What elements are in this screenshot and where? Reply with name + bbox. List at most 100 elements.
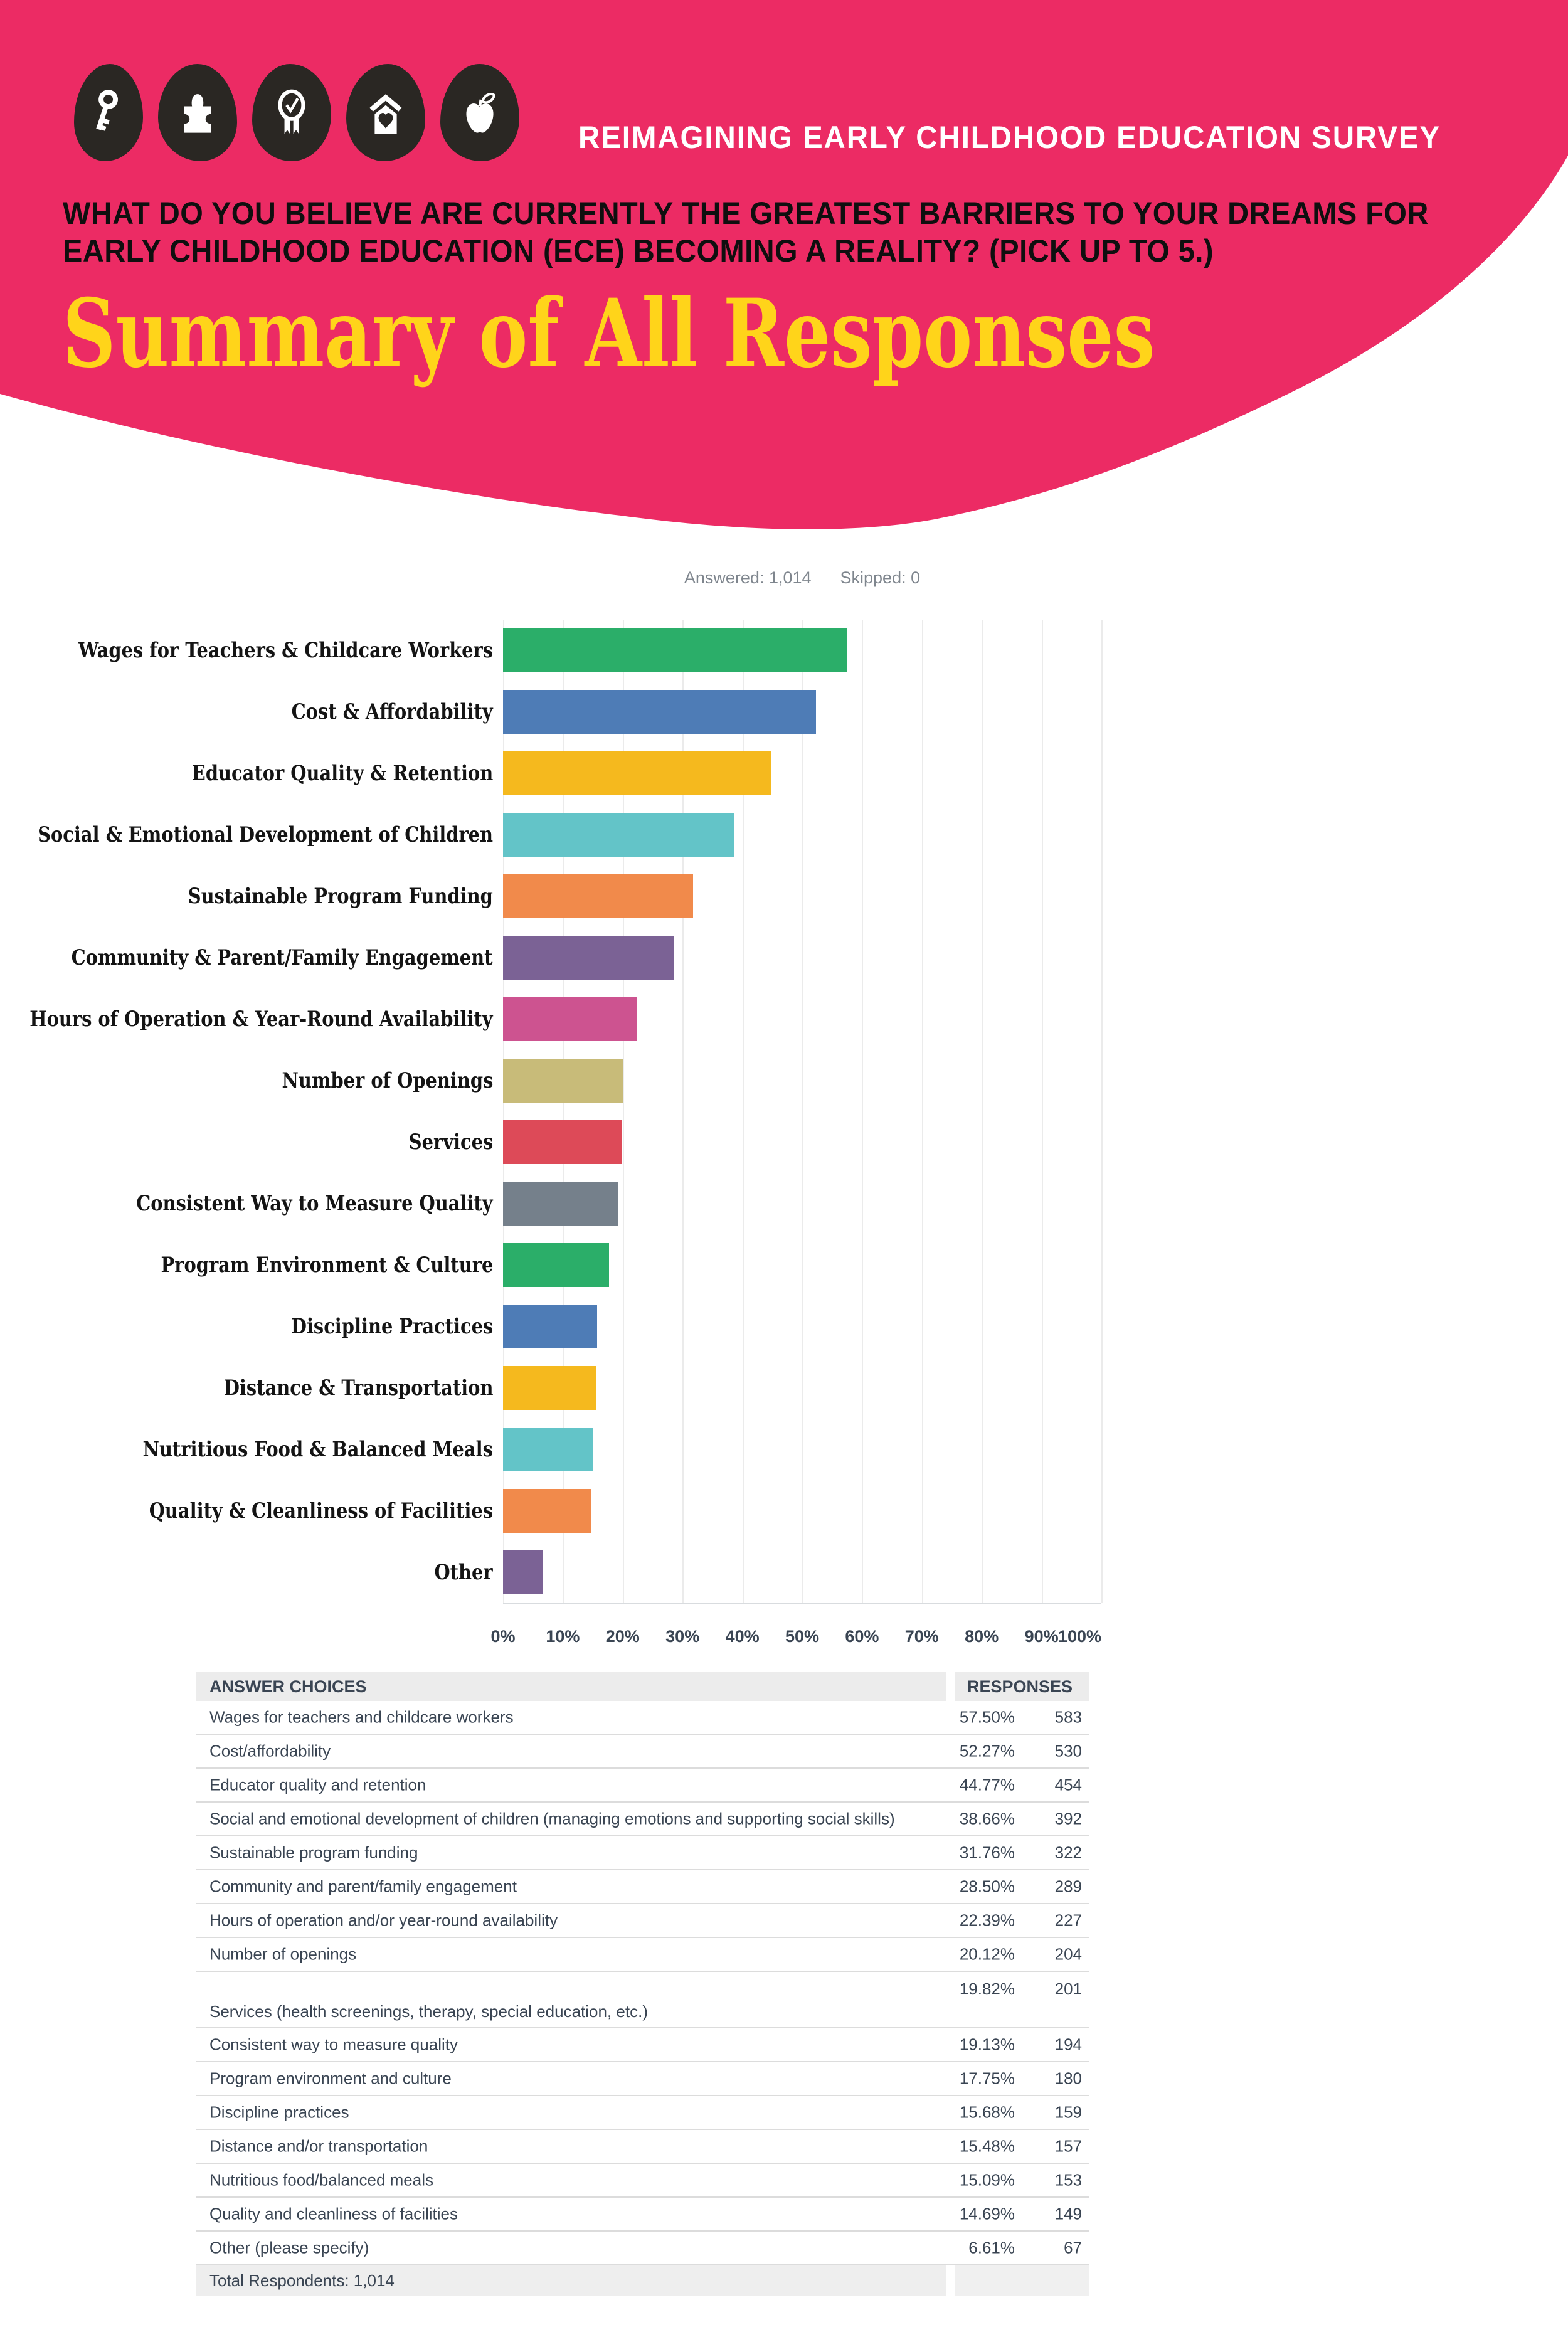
skipped-count: Skipped: 0	[840, 568, 921, 587]
response-count: 227	[1054, 1910, 1082, 1930]
table-row: Other (please specify) 6.61% 67	[196, 2232, 1089, 2265]
response-count: 153	[1054, 2170, 1082, 2190]
chart-bar	[503, 936, 674, 980]
category-label: Other	[0, 1542, 493, 1603]
response-count: 194	[1054, 2035, 1082, 2054]
response-count: 149	[1054, 2204, 1082, 2223]
category-label-text: Distance & Transportation	[223, 1375, 493, 1401]
table-row: Consistent way to measure quality 19.13% 1…	[196, 2028, 1089, 2062]
chart-bar	[503, 1120, 622, 1164]
table-row: Cost/affordability 52.27% 530	[196, 1735, 1089, 1769]
answer-choice-label: Discipline practices	[209, 2102, 349, 2122]
x-axis-tick: 20%	[605, 1627, 640, 1646]
category-label: Number of Openings	[0, 1050, 493, 1111]
x-axis-tick: 70%	[904, 1627, 939, 1646]
response-count: 204	[1054, 1944, 1082, 1964]
x-axis-tick: 100%	[1057, 1627, 1101, 1646]
table-row: Services (health screenings, therapy, sp…	[196, 1972, 1089, 2028]
category-label-text: Sustainable Program Funding	[188, 884, 493, 909]
response-percent: 15.68%	[959, 2102, 1015, 2122]
chart-bar	[503, 1489, 591, 1533]
gridline	[862, 620, 864, 1603]
response-percent: 52.27%	[959, 1741, 1015, 1761]
category-label: Nutritious Food & Balanced Meals	[0, 1419, 493, 1480]
category-label: Social & Emotional Development of Childr…	[0, 804, 493, 866]
response-percent: 57.50%	[959, 1707, 1015, 1727]
category-label: Sustainable Program Funding	[0, 866, 493, 927]
category-label: Discipline Practices	[0, 1296, 493, 1357]
question-heading: WHAT DO YOU BELIEVE ARE CURRENTLY THE GR…	[63, 194, 1516, 270]
response-percent: 14.69%	[959, 2204, 1015, 2223]
category-label: Distance & Transportation	[0, 1357, 493, 1419]
puzzle-icon	[158, 64, 237, 161]
category-label-text: Wages for Teachers & Childcare Workers	[78, 638, 493, 663]
gridline	[921, 620, 923, 1603]
response-percent: 31.76%	[959, 1843, 1015, 1862]
response-percent: 20.12%	[959, 1944, 1015, 1964]
x-axis-tick: 10%	[546, 1627, 580, 1646]
response-count: 322	[1054, 1843, 1082, 1862]
category-label-text: Nutritious Food & Balanced Meals	[142, 1437, 493, 1462]
response-percent: 15.48%	[959, 2136, 1015, 2156]
category-label: Community & Parent/Family Engagement	[0, 927, 493, 988]
answered-count: Answered: 1,014	[684, 568, 812, 587]
table-header-row: ANSWER CHOICES RESPONSES	[196, 1672, 1089, 1701]
chart-bar	[503, 751, 771, 795]
chart-bar	[503, 1550, 543, 1594]
response-percent: 22.39%	[959, 1910, 1015, 1930]
answer-choice-label: Hours of operation and/or year-round ava…	[209, 1910, 558, 1930]
question-line-2: EARLY CHILDHOOD EDUCATION (ECE) BECOMING…	[63, 233, 1214, 268]
category-label-text: Quality & Cleanliness of Facilities	[149, 1498, 493, 1523]
response-count: 201	[1054, 1979, 1082, 1998]
gridline	[742, 620, 744, 1603]
total-respondents: Total Respondents: 1,014	[196, 2265, 946, 2296]
category-label-text: Consistent Way to Measure Quality	[136, 1191, 493, 1216]
table-row: Sustainable program funding 31.76% 322	[196, 1836, 1089, 1870]
category-label-text: Hours of Operation & Year-Round Availabi…	[29, 1007, 493, 1032]
category-label-text: Educator Quality & Retention	[191, 761, 493, 786]
response-percent: 44.77%	[959, 1775, 1015, 1794]
gridline	[802, 620, 803, 1603]
answer-choice-label: Cost/affordability	[209, 1741, 331, 1761]
category-label-text: Other	[434, 1560, 493, 1585]
gridline	[982, 620, 983, 1603]
gridline	[682, 620, 684, 1603]
responses-header: RESPONSES	[955, 1672, 1089, 1701]
response-count: 454	[1054, 1775, 1082, 1794]
x-axis-tick: 30%	[665, 1627, 700, 1646]
category-label-text: Cost & Affordability	[292, 699, 493, 724]
category-label: Cost & Affordability	[0, 681, 493, 743]
apple-icon	[440, 64, 519, 161]
answer-choice-label: Services (health screenings, therapy, sp…	[209, 2002, 648, 2021]
chart-bar	[503, 1366, 596, 1410]
response-count: 159	[1054, 2102, 1082, 2122]
table-row: Hours of operation and/or year-round ava…	[196, 1904, 1089, 1938]
table-row: Quality and cleanliness of facilities 14.…	[196, 2198, 1089, 2232]
response-percent: 38.66%	[959, 1809, 1015, 1828]
answer-choices-header: ANSWER CHOICES	[196, 1672, 946, 1701]
response-percent: 19.13%	[959, 2035, 1015, 2054]
plot-area	[503, 620, 1103, 1604]
category-label-text: Services	[408, 1130, 493, 1155]
category-label-text: Discipline Practices	[290, 1314, 493, 1339]
answer-choice-label: Educator quality and retention	[209, 1775, 426, 1794]
answer-choice-label: Community and parent/family engagement	[209, 1877, 517, 1896]
house-heart-icon	[346, 64, 425, 161]
response-stats: Answered: 1,014 Skipped: 0	[503, 568, 1101, 588]
header-icon-badges	[74, 64, 519, 164]
response-percent: 17.75%	[959, 2069, 1015, 2088]
category-label-text: Social & Emotional Development of Childr…	[38, 822, 493, 847]
table-row: Program environment and culture 17.75% 180	[196, 2062, 1089, 2096]
category-label: Hours of Operation & Year-Round Availabi…	[0, 988, 493, 1050]
question-line-1: WHAT DO YOU BELIEVE ARE CURRENTLY THE GR…	[63, 196, 1429, 231]
answer-choice-label: Sustainable program funding	[209, 1843, 418, 1862]
category-label: Services	[0, 1111, 493, 1173]
x-axis: 0% 10% 20% 30% 40% 50% 60% 70% 80% 90% 100%	[490, 1627, 1101, 1652]
table-row: Social and emotional development of chil…	[196, 1803, 1089, 1836]
response-count: 289	[1054, 1877, 1082, 1896]
chart-bar	[503, 813, 734, 857]
chart-bar	[503, 997, 637, 1041]
chart-bar	[503, 874, 693, 918]
answer-choice-label: Wages for teachers and childcare workers	[209, 1707, 514, 1727]
x-axis-tick: 80%	[965, 1627, 999, 1646]
